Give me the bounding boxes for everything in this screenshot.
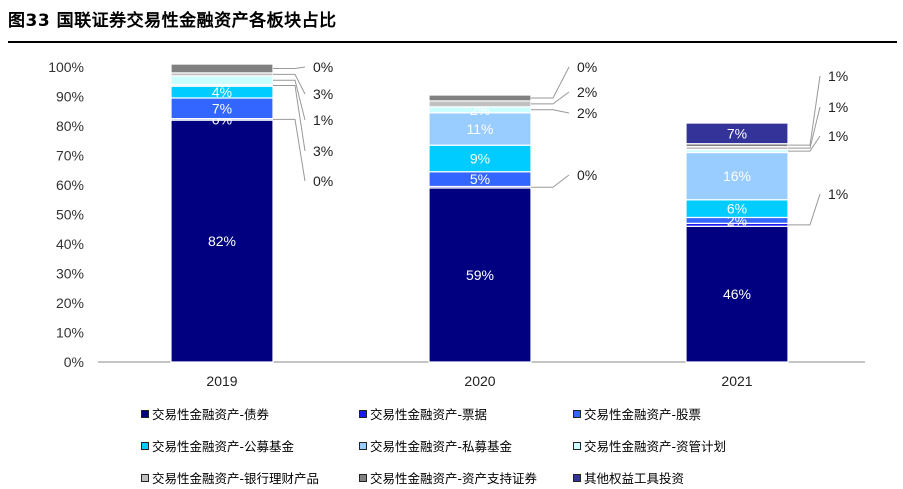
data-label: 4%: [212, 84, 232, 100]
callout-label: 0%: [577, 167, 597, 183]
bar-segment: [170, 63, 274, 74]
bar-segment: [428, 187, 532, 363]
legend-item: 交易性金融资产-公募基金: [141, 436, 294, 455]
leader-line: [788, 193, 821, 226]
callout-label: 0%: [577, 59, 597, 75]
leader-line: [273, 79, 306, 121]
data-label: 7%: [212, 100, 232, 116]
y-tick-label: 80%: [56, 118, 84, 134]
legend-item: 其他权益工具投资: [573, 468, 684, 487]
y-tick-label: 70%: [56, 148, 84, 164]
legend-swatch: [359, 441, 367, 450]
legend-item: 交易性金融资产-股票: [573, 404, 701, 423]
data-label: 82%: [208, 233, 236, 249]
bar-segment: [170, 119, 274, 363]
legend-label: 交易性金融资产-债券: [152, 407, 270, 422]
legend-label: 交易性金融资产-私募基金: [370, 439, 513, 454]
data-label: 5%: [470, 171, 490, 187]
y-tick-label: 90%: [56, 89, 84, 105]
legend-item: 交易性金融资产-票据: [359, 404, 487, 423]
bar-segment: [428, 100, 532, 108]
bar-segment: [685, 225, 789, 363]
legend-swatch: [141, 409, 149, 418]
x-tick-label: 2021: [721, 373, 752, 389]
callout-label: 1%: [828, 186, 848, 202]
legend-item: 交易性金融资产-银行理财产品: [141, 468, 319, 487]
x-tick-label: 2019: [206, 373, 237, 389]
legend-item: 交易性金融资产-资管计划: [573, 436, 726, 455]
legend-label: 其他权益工具投资: [584, 471, 685, 486]
callout-label: 1%: [828, 128, 848, 144]
legend-swatch: [359, 473, 367, 482]
leader-line: [531, 91, 570, 105]
y-tick-label: 50%: [56, 207, 84, 223]
bar-segment: [428, 144, 532, 173]
legend-label: 交易性金融资产-银行理财产品: [152, 471, 320, 486]
callout-label: 2%: [577, 105, 597, 121]
y-tick-label: 10%: [56, 325, 84, 341]
legend-swatch: [359, 409, 367, 418]
bar-segment: [170, 75, 274, 86]
legend-label: 交易性金融资产-票据: [370, 407, 488, 422]
legend-swatch: [141, 441, 149, 450]
leader-line: [531, 109, 570, 114]
leader-line: [273, 118, 306, 182]
legend-item: 交易性金融资产-债券: [141, 404, 269, 423]
bar-segment: [428, 94, 532, 102]
leader-line: [273, 66, 306, 69]
legend-label: 交易性金融资产-资产支持证券: [370, 471, 538, 486]
callout-label: 3%: [313, 86, 333, 102]
legend-swatch: [141, 473, 149, 482]
data-label: 11%: [467, 121, 494, 137]
legend-swatch: [573, 473, 581, 482]
callout-label: 2%: [577, 84, 597, 100]
legend-swatch: [573, 409, 581, 418]
y-tick-label: 20%: [56, 295, 84, 311]
callout-label: 1%: [828, 99, 848, 115]
leader-line: [531, 66, 570, 99]
data-label: 6%: [727, 201, 747, 217]
title-divider: [8, 41, 897, 43]
data-label: 46%: [723, 286, 751, 302]
data-label: 7%: [727, 125, 747, 141]
callout-label: 1%: [828, 68, 848, 84]
leader-line: [788, 135, 821, 152]
data-label: 16%: [723, 168, 751, 184]
bar-segment: [428, 112, 532, 146]
data-label: 9%: [470, 150, 490, 166]
callout-label: 0%: [313, 173, 333, 189]
legend-swatch: [573, 441, 581, 450]
callout-label: 0%: [313, 59, 333, 75]
stacked-bar-chart: 0% 10% 20% 30% 40% 50% 60% 70% 80% 90% 100% 82% 0% 7%…: [48, 59, 865, 389]
legend-item: 交易性金融资产-私募基金: [359, 436, 512, 455]
legend-label: 交易性金融资产-股票: [584, 407, 702, 422]
bar-segment: [685, 122, 789, 145]
y-tick-label: 0%: [64, 354, 84, 370]
x-tick-label: 2020: [464, 373, 495, 389]
legend-item: 交易性金融资产-资产支持证券: [359, 468, 537, 487]
leader-line: [788, 106, 821, 149]
chart-title: 图33 国联证券交易性金融资产各板块占比: [8, 11, 337, 31]
leader-line: [273, 84, 306, 152]
legend-label: 交易性金融资产-资管计划: [584, 439, 727, 454]
data-label: 59%: [466, 267, 494, 283]
bar-segment: [685, 151, 789, 201]
y-tick-label: 100%: [48, 59, 84, 75]
y-tick-label: 40%: [56, 236, 84, 252]
callout-label: 3%: [313, 143, 333, 159]
leader-line: [273, 73, 306, 95]
leader-line: [531, 174, 570, 188]
callout-label: 1%: [313, 112, 333, 128]
y-tick-label: 60%: [56, 177, 84, 193]
y-tick-label: 30%: [56, 266, 84, 282]
legend-label: 交易性金融资产-公募基金: [152, 439, 295, 454]
leader-line: [788, 75, 821, 146]
